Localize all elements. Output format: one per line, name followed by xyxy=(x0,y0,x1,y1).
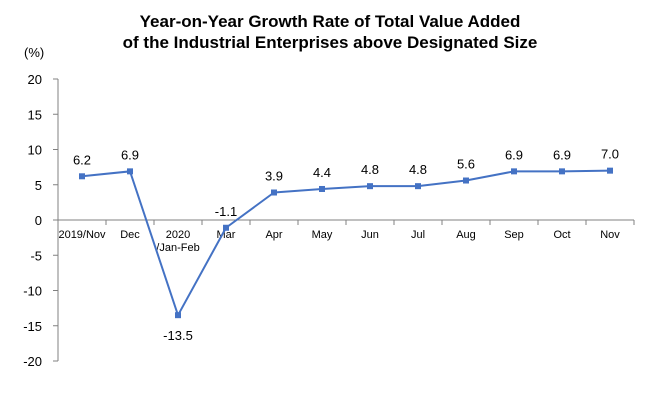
data-point-marker xyxy=(415,183,421,190)
y-tick-label: 5 xyxy=(35,178,42,193)
data-label: 5.6 xyxy=(457,157,475,172)
data-point-marker xyxy=(79,173,85,180)
data-point-marker xyxy=(319,185,325,192)
x-tick-label: May xyxy=(312,229,333,241)
x-tick-label: Nov xyxy=(600,229,620,241)
x-tick-label: Dec xyxy=(120,229,140,241)
y-tick-label: -15 xyxy=(23,319,42,334)
data-label: -13.5 xyxy=(163,328,193,343)
data-point-marker xyxy=(511,168,517,175)
x-tick-label: Sep xyxy=(504,229,524,241)
data-label: 4.8 xyxy=(361,162,379,177)
chart-title-line-1: Year-on-Year Growth Rate of Total Value … xyxy=(139,12,521,31)
data-point-marker xyxy=(367,183,373,190)
data-label: 7.0 xyxy=(601,147,619,162)
x-tick-label: Aug xyxy=(456,229,476,241)
y-tick-label: -20 xyxy=(23,354,42,369)
y-tick-label: -5 xyxy=(30,248,42,263)
data-label: 6.9 xyxy=(553,147,571,162)
data-label: 3.9 xyxy=(265,169,283,184)
x-tick-label: /Jan-Feb xyxy=(156,242,199,254)
y-tick-label: 10 xyxy=(28,143,42,158)
y-tick-label: 15 xyxy=(28,107,42,122)
data-point-marker xyxy=(175,312,181,319)
data-label: 6.2 xyxy=(73,152,91,167)
chart-title-line-2: of the Industrial Enterprises above Desi… xyxy=(122,33,538,52)
chart-title: Year-on-Year Growth Rate of Total Value … xyxy=(0,11,660,53)
data-point-marker xyxy=(223,224,229,231)
y-tick-label: 20 xyxy=(28,72,42,87)
y-axis-unit-label: (%) xyxy=(24,45,44,60)
x-tick-label: 2019/Nov xyxy=(58,229,106,241)
data-point-marker xyxy=(271,189,277,196)
x-tick-label: Oct xyxy=(553,229,570,241)
x-tick-label: Apr xyxy=(265,229,282,241)
x-tick-label: Jul xyxy=(411,229,425,241)
data-label: 4.8 xyxy=(409,162,427,177)
data-point-marker xyxy=(127,168,133,175)
data-label: -1.1 xyxy=(215,204,237,219)
y-tick-label: 0 xyxy=(35,213,42,228)
data-label: 6.9 xyxy=(121,147,139,162)
data-label: 6.9 xyxy=(505,147,523,162)
data-point-marker xyxy=(463,177,469,184)
plot-area: (%) 20 15 10 5 0 -5 -10 -15 -20 2019/Nov Dec 2020/Ja… xyxy=(23,45,635,369)
data-point-marker xyxy=(559,168,565,175)
data-label: 4.4 xyxy=(313,165,331,180)
series-line xyxy=(81,169,611,317)
x-tick-label: Jun xyxy=(361,229,379,241)
y-tick-label: -10 xyxy=(23,284,42,299)
x-tick-label: 2020 xyxy=(166,229,190,241)
data-point-marker xyxy=(607,167,613,174)
